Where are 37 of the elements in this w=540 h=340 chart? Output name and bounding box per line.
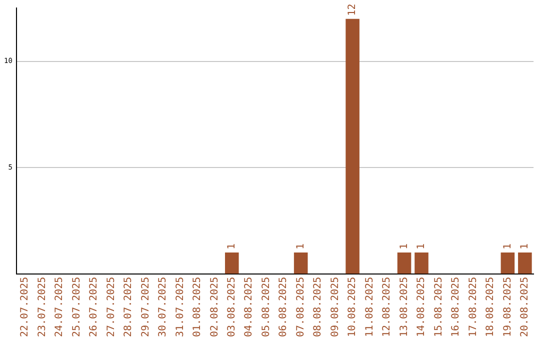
x-tick-label: 23.07.2025 [36,276,48,338]
x-tick-label: 25.07.2025 [71,276,82,338]
x-tick-label: 06.08.2025 [278,276,290,338]
data-label: 1 [416,244,428,250]
x-tick-label: 24.07.2025 [54,276,66,338]
x-tick-label: 31.07.2025 [174,276,186,338]
data-label: 1 [226,244,238,250]
data-label: 1 [295,244,306,250]
x-tick-label: 10.08.2025 [347,276,358,338]
x-tick-label: 03.08.2025 [226,276,238,338]
x-tick-label: 30.07.2025 [158,276,169,338]
x-tick-label: 15.08.2025 [433,276,444,338]
x-tick-label: 22.07.2025 [20,276,31,338]
x-tick-label: 16.08.2025 [450,276,462,338]
x-tick-label: 09.08.2025 [330,276,341,338]
x-tick-label: 05.08.2025 [260,276,272,338]
x-tick-label: 17.08.2025 [468,276,479,338]
data-label: 12 [347,4,358,16]
data-label: 1 [502,244,514,250]
x-tick-label: 26.07.2025 [88,276,100,338]
data-label: 1 [520,244,531,250]
x-tick-label: 29.07.2025 [140,276,152,338]
x-tick-label: 04.08.2025 [244,276,255,338]
data-label: 1 [398,244,410,250]
x-tick-label: 14.08.2025 [416,276,428,338]
x-tick-label: 13.08.2025 [398,276,410,338]
x-tick-label: 01.08.2025 [192,276,204,338]
x-tick-label: 11.08.2025 [364,276,376,338]
x-tick-label: 07.08.2025 [295,276,306,338]
x-tick-label: 08.08.2025 [312,276,324,338]
x-tick-label: 20.08.2025 [520,276,531,338]
x-tick-label: 28.07.2025 [123,276,134,338]
x-tick-label: 12.08.2025 [382,276,393,338]
x-tick-label: 18.08.2025 [485,276,496,338]
x-tick-label: 19.08.2025 [502,276,514,338]
x-tick-label: 27.07.2025 [106,276,117,338]
x-tick-label: 02.08.2025 [209,276,220,338]
